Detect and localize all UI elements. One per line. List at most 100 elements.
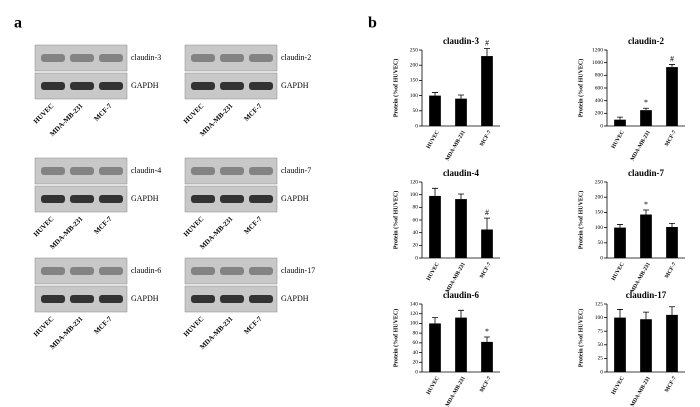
chart-title: claudin-4 [443, 168, 480, 178]
y-tick-label: 0 [600, 369, 603, 375]
y-tick-label: 120 [410, 179, 419, 185]
bar [481, 56, 493, 126]
error-bar [617, 116, 623, 120]
blot-band [220, 82, 244, 90]
x-tick-label: MCF-7 [479, 129, 493, 147]
blot-control-label: GAPDH [281, 194, 309, 203]
error-bar [669, 306, 675, 315]
blot-band [191, 195, 215, 203]
bar [481, 229, 493, 258]
blot-band [41, 267, 65, 275]
error-bar [643, 107, 649, 111]
error-bar [458, 193, 464, 200]
significance-marker: # [485, 208, 489, 217]
y-axis-label: Protein (%of HUVEC) [392, 309, 399, 368]
blot-control-label: GAPDH [281, 294, 309, 303]
blot-band [220, 54, 244, 62]
significance-marker: # [670, 54, 674, 63]
blot-band [99, 195, 123, 203]
y-tick-label: 50 [413, 108, 419, 114]
y-axis-label: Protein (%of HUVEC) [577, 191, 584, 250]
blot-band [70, 295, 94, 303]
chart-title: claudin-17 [626, 290, 667, 300]
error-bar [432, 187, 438, 196]
significance-marker: * [644, 98, 648, 107]
y-tick-label: 200 [595, 111, 604, 117]
y-axis-label: Protein (%of HUVEC) [577, 309, 584, 368]
blot-band [249, 54, 273, 62]
bar [640, 110, 652, 126]
bar [429, 323, 441, 372]
y-tick-label: 0 [415, 369, 418, 375]
panel-label: a [14, 15, 22, 32]
y-tick-label: 400 [595, 98, 604, 104]
y-tick-label: 75 [598, 328, 604, 334]
blot-band [41, 295, 65, 303]
chart-title: claudin-7 [628, 168, 665, 178]
bar [455, 317, 467, 372]
blot-band [220, 195, 244, 203]
blot-band [249, 82, 273, 90]
blot-band [99, 167, 123, 175]
blot-band [70, 82, 94, 90]
y-tick-label: 60 [413, 340, 419, 346]
y-tick-label: 40 [413, 350, 419, 356]
chart-title: claudin-6 [443, 290, 480, 300]
bar [455, 98, 467, 126]
blot-control-label: GAPDH [131, 294, 159, 303]
lane-label: MCF-7 [92, 102, 113, 123]
blot-band [41, 54, 65, 62]
x-tick-label: HUVEC [611, 262, 626, 282]
x-tick-label: MCF-7 [664, 129, 678, 147]
x-tick-label: HUVEC [426, 130, 441, 150]
lane-label: MCF-7 [92, 215, 113, 236]
x-tick-label: HUVEC [611, 376, 626, 396]
blot-target-label: claudin-2 [281, 53, 311, 62]
bar [640, 214, 652, 258]
x-tick-label: MCF-7 [479, 261, 493, 279]
y-tick-label: 40 [413, 230, 419, 236]
y-axis-label: Protein (%of HUVEC) [577, 59, 584, 118]
y-tick-label: 80 [413, 330, 419, 336]
y-tick-label: 25 [598, 356, 604, 362]
blot-target-label: claudin-3 [131, 53, 161, 62]
x-tick-label: MCF-7 [479, 375, 493, 393]
y-tick-label: 150 [595, 210, 604, 216]
blot-band [99, 82, 123, 90]
bar [481, 341, 493, 372]
y-tick-label: 20 [413, 243, 419, 249]
blot-band [191, 54, 215, 62]
bar [640, 319, 652, 372]
bar [429, 95, 441, 126]
y-axis-label: Protein (%of HUVEC) [392, 59, 399, 118]
error-bar [432, 317, 438, 324]
y-tick-label: 800 [595, 73, 604, 79]
bar [666, 314, 678, 372]
lane-label: HUVEC [182, 315, 206, 339]
blot-band [191, 267, 215, 275]
bar [429, 195, 441, 258]
bar [666, 226, 678, 258]
y-tick-label: 80 [413, 205, 419, 211]
blot-band [99, 267, 123, 275]
x-tick-label: HUVEC [426, 262, 441, 282]
lane-label: MCF-7 [242, 102, 263, 123]
error-bar [617, 224, 623, 228]
y-tick-label: 100 [595, 225, 604, 231]
error-bar [484, 217, 490, 230]
bar [666, 67, 678, 126]
lane-label: MCF-7 [92, 315, 113, 336]
blot-target-label: claudin-17 [281, 266, 315, 275]
blot-band [220, 295, 244, 303]
x-tick-label: MDA-MB-231 [445, 129, 467, 162]
blot-band [70, 195, 94, 203]
y-tick-label: 120 [410, 311, 419, 317]
bar [614, 317, 626, 372]
blot-target-label: claudin-7 [281, 166, 311, 175]
error-bar [643, 311, 649, 320]
y-axis-label: Protein (%of HUVEC) [392, 191, 399, 250]
blot-target-label: claudin-6 [131, 266, 161, 275]
y-tick-label: 50 [598, 240, 604, 246]
blot-band [249, 167, 273, 175]
bar [614, 119, 626, 126]
